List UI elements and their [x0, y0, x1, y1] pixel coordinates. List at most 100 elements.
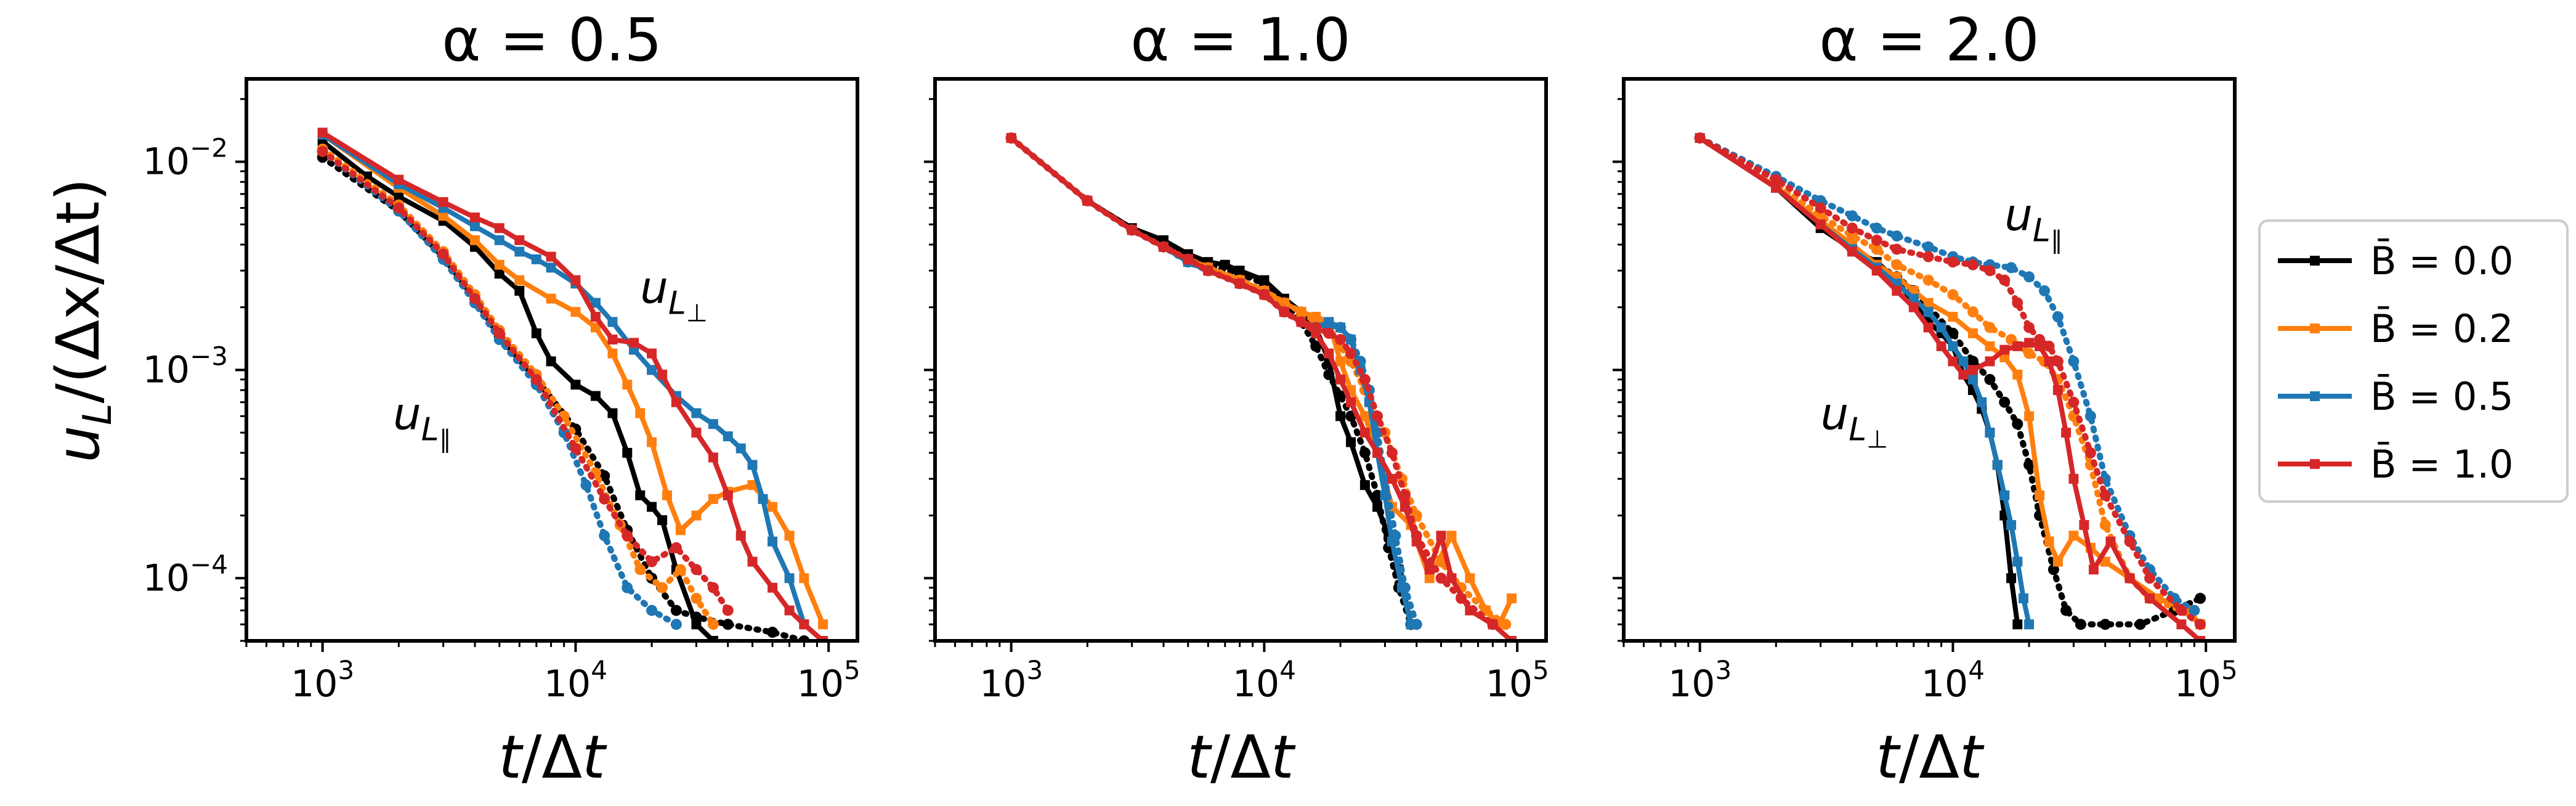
data-point: [818, 619, 828, 630]
series-line: [319, 148, 679, 628]
data-point: [1323, 327, 1335, 339]
data-point: [1507, 636, 1517, 641]
x-tick-label: 103: [979, 655, 1043, 706]
legend-label: B̄ = 0.0: [2370, 238, 2514, 283]
data-point: [2100, 556, 2110, 567]
data-point: [469, 293, 480, 304]
data-point: [437, 248, 449, 260]
series-line: [1696, 135, 2198, 614]
data-point: [635, 490, 646, 500]
data-point: [1948, 312, 1958, 322]
legend-marker: [2310, 391, 2320, 401]
data-point: [708, 494, 718, 504]
data-point: [2039, 285, 2051, 296]
data-point: [691, 510, 702, 521]
data-point: [494, 269, 504, 279]
data-point: [707, 619, 719, 630]
data-point: [735, 443, 746, 454]
data-point: [670, 542, 682, 553]
data-point: [629, 338, 639, 348]
data-point: [514, 275, 525, 285]
data-point: [469, 235, 480, 245]
data-point: [799, 573, 809, 584]
data-point: [2006, 573, 2017, 584]
data-point: [2079, 520, 2089, 531]
data-point: [1992, 460, 2003, 470]
data-point: [1999, 352, 2010, 362]
data-point: [2024, 338, 2035, 348]
x-tick-label: 105: [797, 655, 861, 706]
data-point: [1771, 182, 1781, 193]
data-point: [607, 348, 618, 359]
legend-label: B̄ = 0.2: [2370, 306, 2514, 351]
data-point: [2061, 428, 2072, 438]
data-point: [2012, 619, 2023, 630]
data-point: [2052, 385, 2063, 396]
data-point: [590, 322, 601, 333]
y-tick-label: 10−4: [143, 549, 228, 600]
data-point: [818, 636, 828, 641]
data-point: [546, 293, 556, 304]
data-point: [1446, 573, 1457, 584]
data-point: [671, 397, 681, 407]
data-point: [657, 582, 668, 593]
data-point: [570, 307, 581, 317]
data-point: [707, 582, 719, 593]
series-line: [1698, 136, 2202, 641]
data-point: [722, 619, 734, 630]
data-point: [1999, 396, 2011, 408]
x-tick-label: 103: [291, 655, 354, 706]
data-point: [1202, 265, 1214, 277]
data-point: [469, 212, 480, 222]
data-point: [2043, 340, 2055, 352]
data-point: [1999, 490, 2010, 500]
x-tick-label: 104: [1233, 655, 1296, 706]
data-point: [531, 328, 541, 338]
data-point: [2012, 556, 2023, 567]
data-point: [1958, 356, 1969, 367]
data-point: [2012, 341, 2023, 351]
data-point: [1999, 274, 2011, 286]
data-point: [1424, 564, 1435, 575]
legend-label: B̄ = 0.5: [2370, 374, 2514, 419]
data-point: [634, 564, 646, 576]
data-point: [1359, 411, 1370, 421]
data-point: [722, 604, 734, 616]
data-point: [657, 369, 668, 380]
data-point: [2035, 490, 2045, 500]
data-point: [691, 564, 702, 576]
data-point: [2024, 411, 2035, 421]
data-point: [2195, 636, 2206, 641]
data-point: [514, 285, 525, 296]
data-point: [1923, 307, 1934, 317]
data-point: [1846, 222, 1858, 234]
data-point: [494, 235, 504, 245]
data-point: [768, 536, 778, 547]
series-dotted-1.0: [1005, 132, 1499, 630]
data-point: [1967, 365, 1978, 375]
series-dotted-0.0: [1005, 132, 1417, 630]
annotation: uL∥: [2004, 189, 2063, 254]
data-point: [1815, 202, 1826, 214]
data-point: [2068, 474, 2079, 484]
data-point: [1411, 619, 1422, 630]
data-point: [1984, 373, 1996, 385]
data-point: [530, 373, 542, 385]
data-point: [1922, 241, 1934, 253]
data-point: [2124, 573, 2135, 584]
data-point: [2088, 564, 2099, 575]
series-dotted-1.0: [317, 145, 734, 616]
data-point: [1967, 356, 1979, 367]
data-point: [531, 254, 541, 264]
data-point: [1386, 447, 1398, 458]
data-point: [1295, 316, 1307, 328]
data-point: [1694, 132, 1706, 144]
y-tick-label: 10−2: [143, 132, 228, 183]
data-point: [2012, 369, 2023, 380]
panel-2: α = 1.0 103 104 105 t/Δt: [924, 6, 1549, 792]
series-line: [1008, 135, 1414, 628]
data-point: [1335, 411, 1346, 421]
data-point: [514, 246, 525, 257]
